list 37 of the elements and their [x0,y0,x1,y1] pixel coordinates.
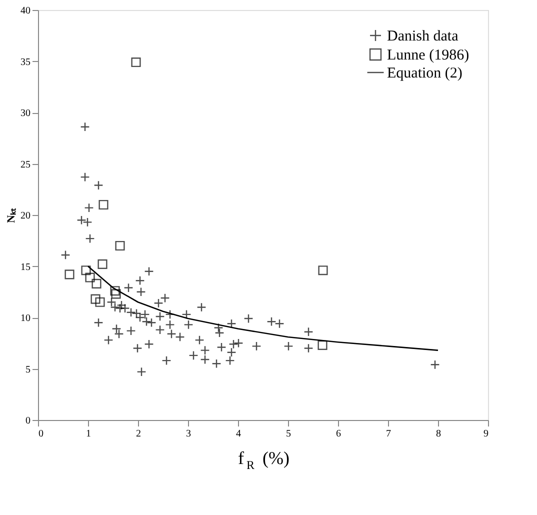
point [92,278,102,288]
y-tick-label: 5 [26,364,30,376]
point [318,340,328,350]
point [111,289,121,299]
point [318,266,328,276]
point [110,286,120,296]
y-tick-label: 0 [26,416,30,426]
x-tick-label: 2 [136,428,141,440]
y-tick-label: 15 [20,262,30,273]
x-tick-label: 8 [436,428,441,440]
legend-label: Lunne (1986) [387,48,470,64]
x-tick-label: 9 [484,428,488,440]
point [115,240,125,251]
x-tick-label: 6 [336,428,341,440]
y-tick-label: 40 [20,6,30,16]
point [98,259,108,269]
point [98,200,108,210]
y-tick-label: 10 [20,313,30,324]
y-tick-label: 30 [20,108,30,119]
y-tick-label: 25 [20,159,30,170]
point [85,272,95,282]
y-tick-label: 35 [20,56,30,68]
point [64,270,74,280]
x-tick-label: 3 [186,428,191,440]
point [131,57,141,68]
point [90,294,100,304]
x-tick-label: 1 [86,428,91,440]
point [81,266,91,276]
x-tick-label: 0 [38,428,44,440]
point [95,297,105,307]
legend-label: Danish data [387,28,459,44]
legend-label: Equation (2) [387,66,462,82]
x-tick-label: 7 [386,428,391,440]
x-tick-label: 4 [236,428,241,440]
y-axis-title: Nₖₜ [6,208,18,223]
y-tick-label: 20 [20,210,30,222]
x-tick-label: 5 [286,428,291,440]
